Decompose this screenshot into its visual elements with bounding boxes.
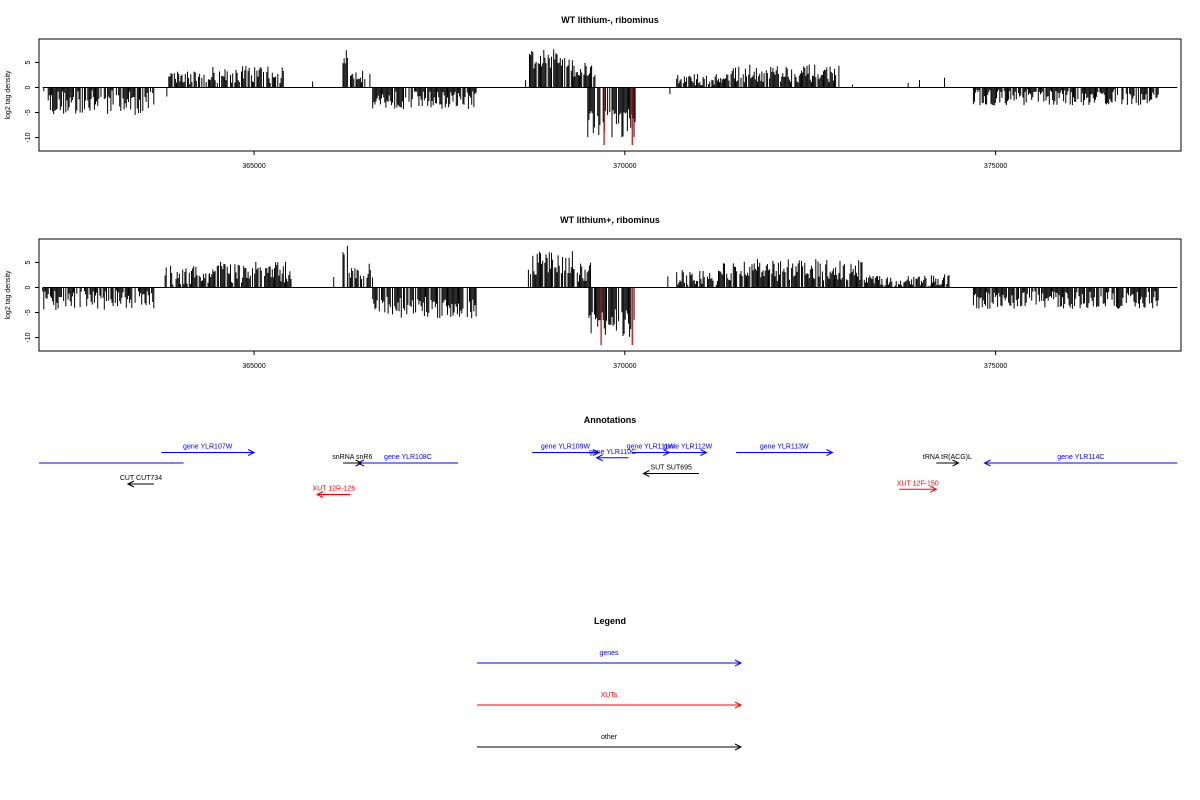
y-axis-label: log2 tag density bbox=[5, 270, 12, 320]
annotation-feature: gene YLR112W bbox=[663, 444, 713, 456]
annotation-feature: SUT SUT695 bbox=[642, 465, 699, 477]
y-axis-label: log2 tag density bbox=[5, 70, 12, 120]
y-tick-label: -10 bbox=[25, 332, 32, 342]
y-axis: 5 0 -5 -10 bbox=[25, 60, 40, 143]
y-tick-label: 0 bbox=[25, 85, 32, 89]
annotation-feature: gene YLR113W bbox=[736, 444, 834, 456]
feature-label: gene YLR113W bbox=[760, 444, 809, 451]
annotation-feature: XUT 12F-150 bbox=[897, 480, 939, 493]
x-axis: 365000 370000 375000 bbox=[242, 151, 1007, 170]
legend-arrow bbox=[734, 743, 743, 751]
panel-title: WT lithium-, ribominus bbox=[561, 15, 659, 25]
feature-label: gene YLR112W bbox=[663, 444, 712, 451]
annotations-title: Annotations bbox=[584, 415, 637, 425]
annotation-feature: tRNA tR(ACG)L bbox=[923, 454, 972, 467]
y-tick-label: -5 bbox=[25, 109, 32, 115]
coverage-bars bbox=[42, 245, 1159, 337]
coverage-panel-lithium-plus: WT lithium+, ribominus log2 tag density … bbox=[5, 215, 1182, 370]
direction-arrow bbox=[952, 459, 960, 467]
y-axis: 5 0 -5 -10 bbox=[25, 260, 40, 343]
direction-arrow bbox=[126, 480, 135, 488]
legend: Legend genes XUTs other bbox=[477, 616, 743, 751]
direction-arrow bbox=[983, 459, 991, 467]
highlight-bars bbox=[600, 287, 633, 345]
annotation-feature: gene YLR108C bbox=[356, 454, 458, 467]
annotation-features: gene YLR107W gene YLR108C snRNA snR6 gene Y… bbox=[39, 444, 1178, 498]
feature-label: tRNA tR(ACG)L bbox=[923, 454, 972, 461]
x-axis: 365000 370000 375000 bbox=[242, 351, 1007, 370]
annotation-feature: gene YLR114C bbox=[983, 454, 1178, 467]
legend-label: genes bbox=[599, 650, 619, 657]
x-tick-label: 370000 bbox=[613, 163, 636, 170]
direction-arrow bbox=[592, 449, 600, 456]
direction-arrow bbox=[642, 470, 650, 477]
x-tick-label: 375000 bbox=[984, 363, 1007, 370]
annotation-feature: XUT 12R-126 bbox=[312, 486, 355, 498]
direction-arrow bbox=[700, 449, 708, 456]
x-tick-label: 370000 bbox=[613, 363, 636, 370]
y-tick-label: 0 bbox=[25, 285, 32, 289]
annotations-track: Annotations gene YLR107W gene YLR108C snRN… bbox=[39, 415, 1178, 498]
direction-arrow bbox=[247, 449, 256, 456]
x-tick-label: 375000 bbox=[984, 163, 1007, 170]
feature-label: XUT 12F-150 bbox=[897, 480, 939, 487]
y-tick-label: -5 bbox=[25, 309, 32, 315]
feature-label: XUT 12R-126 bbox=[312, 486, 355, 493]
coverage-panel-lithium-minus: WT lithium-, ribominus log2 tag density … bbox=[5, 15, 1182, 170]
feature-label: gene YLR111W bbox=[627, 444, 676, 451]
annotation-feature: CUT CUT734 bbox=[120, 475, 162, 488]
feature-label: CUT CUT734 bbox=[120, 475, 162, 482]
feature-label: gene YLR108C bbox=[384, 454, 432, 461]
legend-entry-other: other bbox=[477, 734, 743, 751]
coverage-bars bbox=[43, 49, 1159, 138]
legend-arrow bbox=[734, 701, 743, 709]
direction-arrow bbox=[826, 449, 834, 456]
direction-arrow bbox=[930, 485, 938, 493]
legend-entries: genes XUTs other bbox=[477, 650, 743, 751]
y-tick-label: 5 bbox=[25, 60, 32, 64]
legend-label: XUTs bbox=[601, 692, 618, 699]
feature-label: SUT SUT695 bbox=[650, 465, 692, 472]
annotation-feature: gene YLR110C bbox=[589, 449, 636, 462]
feature-label: gene YLR114C bbox=[1057, 454, 1104, 461]
x-tick-label: 365000 bbox=[242, 163, 265, 170]
feature-label: snRNA snR6 bbox=[332, 454, 372, 461]
legend-label: other bbox=[601, 734, 618, 741]
legend-entry-xut: XUTs bbox=[477, 692, 743, 709]
panel-title: WT lithium+, ribominus bbox=[560, 215, 660, 225]
annotation-feature: snRNA snR6 bbox=[332, 454, 372, 467]
x-tick-label: 365000 bbox=[242, 363, 265, 370]
direction-arrow bbox=[355, 459, 363, 467]
annotation-feature: gene YLR109W bbox=[532, 444, 600, 456]
legend-entry-gene: genes bbox=[477, 650, 743, 667]
direction-arrow bbox=[595, 454, 603, 462]
feature-label: gene YLR109W bbox=[541, 444, 591, 451]
legend-arrow bbox=[734, 659, 743, 667]
feature-label: gene YLR107W bbox=[183, 444, 233, 451]
direction-arrow bbox=[315, 491, 324, 498]
feature-label: gene YLR110C bbox=[589, 449, 636, 456]
legend-title: Legend bbox=[594, 616, 626, 626]
highlight-bars bbox=[603, 87, 633, 145]
annotation-feature: gene YLR107W bbox=[161, 444, 256, 456]
y-tick-label: -10 bbox=[25, 132, 32, 142]
y-tick-label: 5 bbox=[25, 260, 32, 264]
